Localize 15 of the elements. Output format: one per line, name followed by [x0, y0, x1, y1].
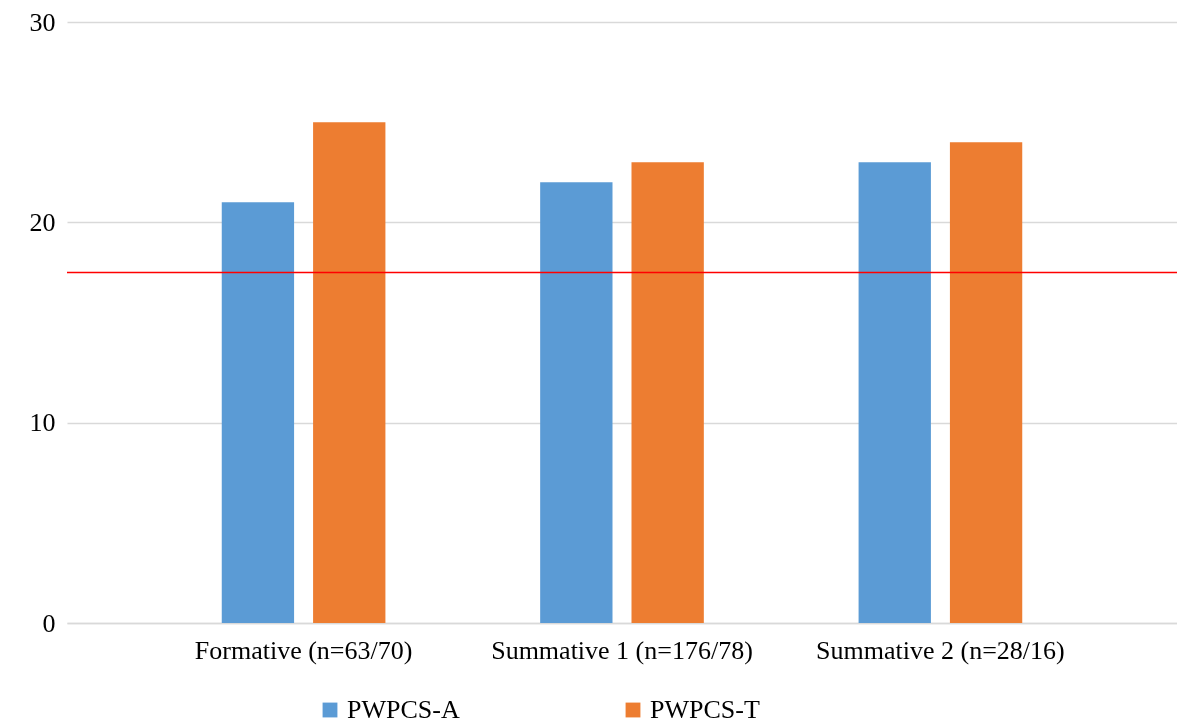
x-tick-label: Formative (n=63/70): [194, 635, 413, 665]
y-tick-label: 10: [29, 408, 56, 438]
bar: [313, 122, 386, 623]
x-tick-label: Summative 2 (n=28/16): [816, 635, 1065, 665]
bar: [858, 162, 931, 623]
bar: [221, 202, 295, 623]
y-tick-label: 30: [29, 7, 56, 37]
bar: [540, 182, 613, 623]
bar: [631, 162, 704, 623]
x-tick-label: Summative 1 (n=176/78): [491, 635, 753, 665]
y-tick-label: 0: [42, 608, 56, 638]
legend-label: PWPCS-A: [347, 695, 460, 722]
bar: [949, 142, 1023, 623]
legend-label: PWPCS-T: [650, 695, 760, 722]
y-tick-label: 20: [29, 207, 56, 237]
